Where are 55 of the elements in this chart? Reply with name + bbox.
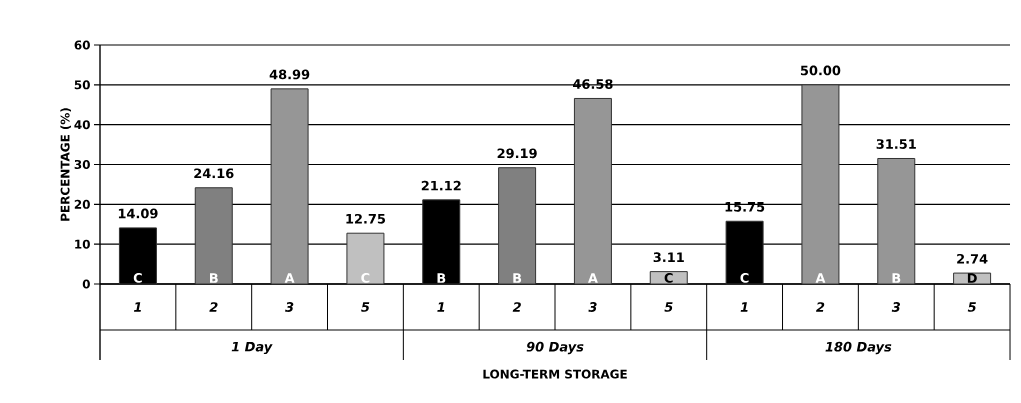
annotation: B [892,273,901,283]
x-tick-label: 3 [285,302,294,312]
x-tick-label: 2 [816,302,825,312]
data-label: 24.16 [194,168,234,179]
annotation: C [740,273,749,283]
data-label: 48.99 [269,69,310,80]
bar [498,167,537,285]
annotation: C [664,273,673,283]
y-tick-label: 10 [75,239,90,249]
bar [953,272,992,285]
bar [346,232,385,285]
bar [194,187,233,285]
bar [573,97,612,285]
y-tick-label: 60 [74,40,90,50]
x-tick-label: 1 [437,302,445,312]
bar [649,271,688,285]
y-tick-label: 30 [74,159,90,170]
annotation: A [284,273,295,283]
x-tick-label: 5 [967,302,976,312]
annotation: C [133,273,142,283]
data-label: 14.09 [118,208,158,219]
annotation: A [587,273,598,283]
annotation: B [210,273,218,283]
data-label: 3.11 [653,252,684,263]
annotation: C [361,273,370,283]
text: 90 Days [526,341,584,355]
x-tick-label: 2 [209,302,218,312]
data-label: 50.00 [800,65,841,76]
x-tick-label: 3 [891,302,901,312]
annotation: A [815,273,826,283]
text: 180 Days [825,341,892,355]
annotation: B [513,273,522,283]
x-tick-label: 2 [512,302,521,312]
x-tick-label: 1 [133,302,141,312]
data-label: 21.12 [421,180,461,191]
bar [270,88,309,285]
annotation: B [437,273,446,283]
data-label: 31.51 [876,139,916,149]
x-tick-label: 5 [664,302,673,312]
y-axis-title: PERCENTAGE (%) [60,108,72,221]
y-tick-label: 20 [74,199,90,209]
y-tick-label: 50 [74,80,90,90]
data-label: 12.75 [346,213,386,224]
text: 1 Day [231,341,273,355]
data-label: 2.74 [957,253,988,264]
x-axis-title: LONG-TERM STORAGE [483,369,627,379]
bar [801,84,840,285]
x-tick-label: 5 [361,302,370,312]
annotation: D [967,273,977,283]
data-label: 29.19 [497,148,537,159]
bar [877,157,916,285]
x-tick-label: 3 [588,302,597,312]
y-tick-label: 0 [82,279,90,289]
x-tick-label: 1 [740,302,748,312]
y-tick-label: 40 [74,120,90,130]
